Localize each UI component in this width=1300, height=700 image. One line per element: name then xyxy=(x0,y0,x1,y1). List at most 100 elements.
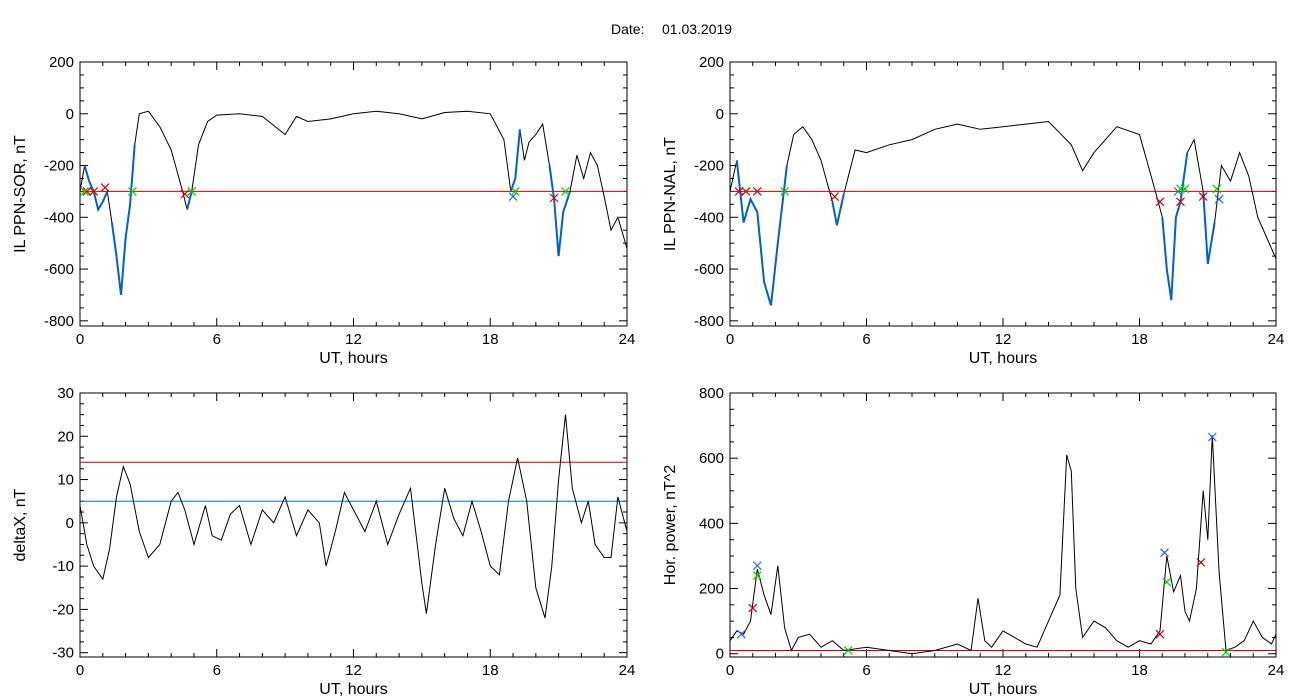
marker-green xyxy=(1221,647,1231,657)
marker-red xyxy=(748,603,758,613)
marker-stroke xyxy=(1207,432,1217,442)
y-tick-label: -600 xyxy=(44,261,74,278)
y-tick-label: -10 xyxy=(52,558,74,575)
y-tick-label: 800 xyxy=(699,385,724,402)
marker-stroke xyxy=(187,186,197,196)
y-tick-label: 0 xyxy=(66,515,74,532)
y-tick-label: 200 xyxy=(49,54,74,71)
date-label: Date: xyxy=(611,21,644,37)
x-tick-label: 12 xyxy=(345,331,362,348)
x-tick-label: 0 xyxy=(76,662,84,679)
y-tick-label: -30 xyxy=(52,645,74,662)
y-tick-label: -800 xyxy=(44,313,74,330)
x-tick-label: 0 xyxy=(76,331,84,348)
series-line xyxy=(80,414,627,619)
marker-stroke xyxy=(82,186,92,196)
marker-green xyxy=(80,186,89,196)
series-line xyxy=(80,110,627,295)
marker-red xyxy=(1155,197,1165,207)
marker-stroke xyxy=(752,561,762,571)
chart-ppn-sor: 0 6 12 18 24 -800 -600 -400 -200 0 200 UT, hours IL … xyxy=(12,54,635,367)
highlight-segment xyxy=(83,165,109,213)
highlight-segment xyxy=(186,191,193,210)
marker-red xyxy=(1155,629,1165,639)
x-axis-label: UT, hours xyxy=(319,681,387,698)
y-tick-label: 400 xyxy=(699,515,724,532)
x-tick-label: 18 xyxy=(1131,662,1148,679)
marker-stroke xyxy=(752,186,762,196)
marker-stroke xyxy=(741,186,751,196)
x-tick-label: 0 xyxy=(726,331,734,348)
marker-stroke xyxy=(1155,197,1165,207)
marker-stroke xyxy=(780,186,790,196)
marker-stroke xyxy=(89,186,99,196)
marker-stroke xyxy=(1160,548,1169,558)
marker-red xyxy=(830,192,840,202)
x-tick-label: 6 xyxy=(862,662,870,679)
y-tick-label: 20 xyxy=(57,428,74,445)
marker-stroke xyxy=(180,189,190,199)
y-tick-label: 600 xyxy=(699,450,724,467)
x-tick-label: 12 xyxy=(995,662,1012,679)
series-line xyxy=(730,435,1276,655)
marker-green xyxy=(843,646,853,655)
marker-blue xyxy=(752,561,762,571)
marker-stroke xyxy=(1214,194,1224,204)
y-tick-label: 0 xyxy=(66,106,74,123)
marker-red xyxy=(180,189,190,199)
marker-green xyxy=(1180,184,1190,194)
marker-stroke xyxy=(127,186,137,196)
marker-green xyxy=(1162,577,1172,587)
marker-red xyxy=(100,183,110,192)
x-tick-label: 6 xyxy=(213,331,221,348)
marker-blue xyxy=(736,629,746,639)
marker-red xyxy=(1198,192,1208,202)
y-tick-label: 200 xyxy=(699,581,724,598)
x-axis-label: UT, hours xyxy=(969,681,1037,698)
marker-stroke xyxy=(1196,558,1206,567)
y-tick-label: 200 xyxy=(699,54,724,71)
x-tick-label: 24 xyxy=(619,662,636,679)
chart-hor-power: 0 6 12 18 24 0 200 400 600 800 UT, hours Hor. power… xyxy=(662,385,1284,698)
marker-green xyxy=(752,571,762,580)
marker-green xyxy=(187,186,197,196)
x-tick-label: 12 xyxy=(345,662,362,679)
marker-stroke xyxy=(549,193,559,203)
marker-stroke xyxy=(748,603,758,613)
marker-stroke xyxy=(736,629,746,639)
y-tick-label: -400 xyxy=(44,209,74,226)
y-tick-label: -800 xyxy=(694,313,724,330)
y-tick-label: -20 xyxy=(52,601,74,618)
marker-stroke xyxy=(734,186,744,196)
marker-red xyxy=(734,186,744,196)
y-tick-label: 30 xyxy=(57,385,74,402)
x-tick-label: 18 xyxy=(482,662,499,679)
x-tick-label: 24 xyxy=(1268,662,1285,679)
highlight-segment xyxy=(509,129,521,192)
marker-green xyxy=(1212,184,1222,194)
chart-deltax: 0 6 12 18 24 -30 -20 -10 0 10 20 30 UT, hours deltaX,… xyxy=(12,385,635,698)
marker-blue xyxy=(1160,548,1169,558)
marker-red xyxy=(1176,197,1185,207)
plot-frame xyxy=(729,392,1277,658)
series-line xyxy=(730,120,1276,306)
plot-area xyxy=(730,120,1276,306)
marker-stroke xyxy=(1176,197,1185,207)
y-tick-label: -200 xyxy=(694,158,724,175)
y-tick-label: -400 xyxy=(694,209,724,226)
marker-blue xyxy=(1214,194,1224,204)
x-tick-label: 18 xyxy=(482,331,499,348)
marker-green xyxy=(561,186,570,196)
x-tick-label: 6 xyxy=(862,331,870,348)
x-tick-label: 24 xyxy=(619,331,636,348)
marker-stroke xyxy=(510,186,520,196)
y-axis-label: IL PPN-SOR, nT xyxy=(12,135,29,253)
marker-stroke xyxy=(1155,629,1165,639)
y-tick-label: -600 xyxy=(694,261,724,278)
x-tick-label: 24 xyxy=(1268,331,1285,348)
marker-blue xyxy=(508,192,518,202)
y-axis-label: deltaX, nT xyxy=(12,488,29,561)
marker-stroke xyxy=(80,186,89,196)
marker-stroke xyxy=(843,646,853,655)
